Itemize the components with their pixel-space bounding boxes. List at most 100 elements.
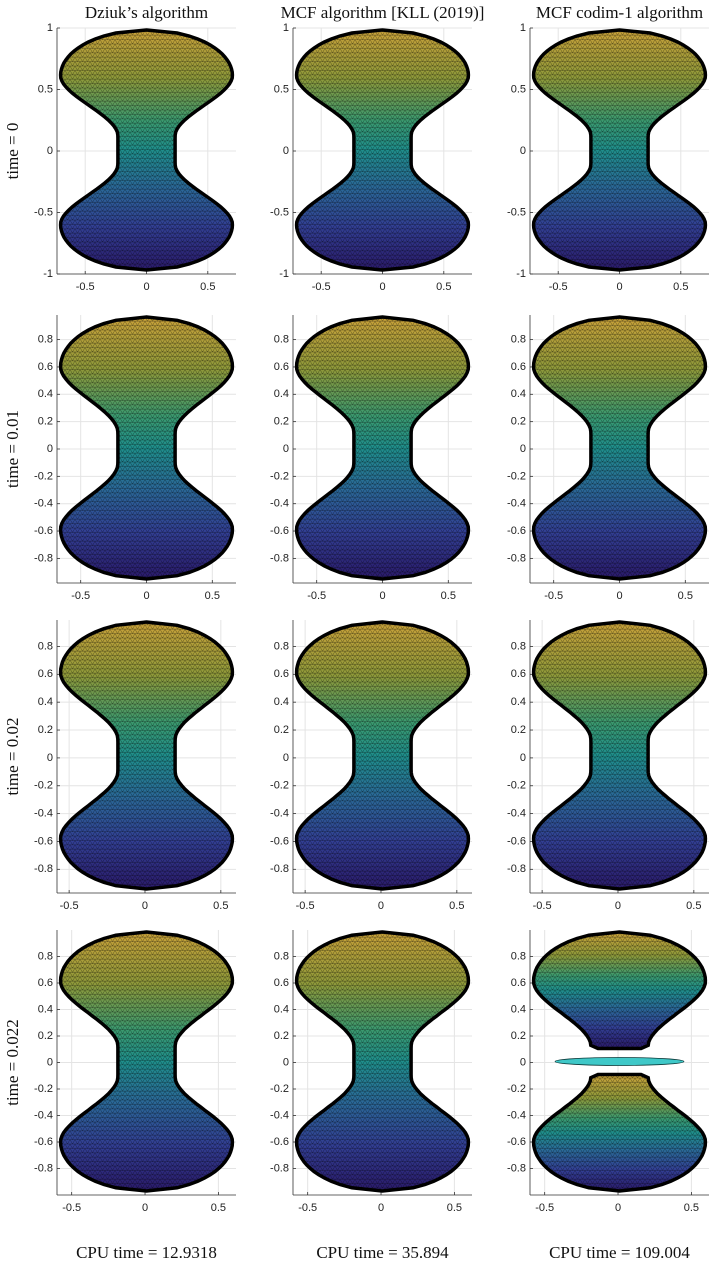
y-tick-label: 0.2 [38, 416, 53, 428]
x-tick-label: -0.5 [76, 281, 95, 293]
surface-mesh [294, 620, 471, 891]
y-tick-label: 0.8 [38, 950, 53, 962]
x-tick-label: 0 [378, 1202, 384, 1214]
y-tick-label: 0 [283, 443, 289, 455]
y-tick-label: 0.2 [274, 1030, 289, 1042]
x-tick-label: 0.5 [447, 1202, 462, 1214]
y-tick-label: -0.4 [507, 498, 526, 510]
x-tick-label: 0 [379, 281, 385, 293]
x-tick-label: 0 [378, 900, 384, 912]
column-title: Dziuk’s algorithm [85, 3, 208, 22]
y-tick-label: 0.8 [274, 334, 289, 346]
y-tick-label: -0.8 [507, 863, 526, 875]
surface-mesh [58, 930, 235, 1193]
y-tick-label: 0.2 [274, 416, 289, 428]
y-tick-label: -0.8 [270, 552, 289, 564]
x-tick-label: 0 [142, 900, 148, 912]
y-tick-label: 0 [283, 145, 289, 157]
surface [531, 930, 708, 1051]
y-tick-label: 0.2 [511, 416, 526, 428]
y-tick-label: -0.4 [270, 498, 289, 510]
y-tick-label: 0.6 [511, 361, 526, 373]
x-tick-label: 0 [615, 1202, 621, 1214]
surface-mesh [58, 28, 235, 272]
x-tick-label: -0.5 [62, 1202, 81, 1214]
y-tick-label: 0.2 [38, 724, 53, 736]
y-tick-label: 0.8 [274, 950, 289, 962]
surface-mesh [294, 28, 471, 272]
y-tick-label: -0.8 [507, 552, 526, 564]
y-tick-label: 0 [520, 443, 526, 455]
x-tick-label: 0.5 [673, 281, 688, 293]
y-tick-label: 0 [47, 443, 53, 455]
y-tick-label: -0.4 [270, 808, 289, 820]
y-tick-label: 0.8 [38, 334, 53, 346]
x-tick-label: 0.5 [213, 900, 228, 912]
y-tick-label: -0.4 [34, 808, 53, 820]
y-tick-label: 0.4 [274, 1003, 289, 1015]
pinched-disc [554, 1057, 685, 1066]
x-tick-label: -0.5 [307, 590, 326, 602]
y-tick-label: 0 [520, 752, 526, 764]
x-tick-label: 0 [616, 281, 622, 293]
column-title: MCF algorithm [KLL (2019)] [281, 3, 485, 22]
y-tick-label: -0.8 [270, 1162, 289, 1174]
y-tick-label: 0 [283, 752, 289, 764]
y-tick-label: 0.2 [511, 724, 526, 736]
x-tick-label: 0 [142, 1202, 148, 1214]
y-tick-label: -0.2 [34, 1083, 53, 1095]
y-tick-label: 0.4 [38, 696, 53, 708]
row-label: time = 0.022 [3, 1019, 22, 1106]
y-tick-label: -0.8 [34, 863, 53, 875]
x-tick-label: 0 [616, 590, 622, 602]
x-tick-label: -0.5 [298, 1202, 317, 1214]
y-tick-label: 0.6 [274, 361, 289, 373]
y-tick-label: 0.4 [274, 388, 289, 400]
x-tick-label: 0.5 [686, 900, 701, 912]
x-tick-label: -0.5 [60, 900, 79, 912]
y-tick-label: -0.6 [270, 1136, 289, 1148]
y-tick-label: 0 [47, 145, 53, 157]
y-tick-label: -0.2 [507, 470, 526, 482]
x-tick-label: 0 [143, 590, 149, 602]
cpu-time: CPU time = 35.894 [316, 1243, 449, 1262]
y-tick-label: 0.4 [38, 388, 53, 400]
y-tick-label: 0.6 [38, 977, 53, 989]
y-tick-label: 0 [47, 752, 53, 764]
y-tick-label: 0 [520, 1056, 526, 1068]
y-tick-label: -0.6 [507, 1136, 526, 1148]
surface-mesh [531, 930, 708, 1051]
y-tick-label: 0.8 [511, 950, 526, 962]
y-tick-label: 1 [47, 22, 53, 34]
surface-mesh [58, 315, 235, 581]
y-tick-label: 0.4 [511, 696, 526, 708]
x-tick-label: 0 [379, 590, 385, 602]
surface [58, 930, 235, 1193]
y-tick-label: 0.8 [511, 640, 526, 652]
y-tick-label: -0.4 [34, 498, 53, 510]
x-tick-label: 0.5 [684, 1202, 699, 1214]
y-tick-label: -0.6 [34, 525, 53, 537]
x-tick-label: -0.5 [533, 900, 552, 912]
y-tick-label: 0 [520, 145, 526, 157]
y-tick-label: -0.6 [270, 525, 289, 537]
y-tick-label: -0.5 [270, 206, 289, 218]
surface [58, 620, 235, 891]
y-tick-label: -1 [279, 268, 289, 280]
y-tick-label: -0.6 [34, 835, 53, 847]
surface-mesh [531, 620, 708, 891]
y-tick-label: 0.4 [274, 696, 289, 708]
y-tick-label: 0.8 [38, 640, 53, 652]
y-tick-label: -0.5 [34, 206, 53, 218]
x-tick-label: 0.5 [211, 1202, 226, 1214]
y-tick-label: 0.6 [511, 977, 526, 989]
surface-mesh [531, 315, 708, 581]
y-tick-label: -0.2 [270, 470, 289, 482]
row-label: time = 0.02 [3, 717, 22, 795]
x-tick-label: 0.5 [436, 281, 451, 293]
y-tick-label: -0.8 [270, 863, 289, 875]
y-tick-label: -0.8 [507, 1162, 526, 1174]
y-tick-label: 0.6 [274, 668, 289, 680]
surface [294, 930, 471, 1193]
surface [58, 28, 235, 272]
